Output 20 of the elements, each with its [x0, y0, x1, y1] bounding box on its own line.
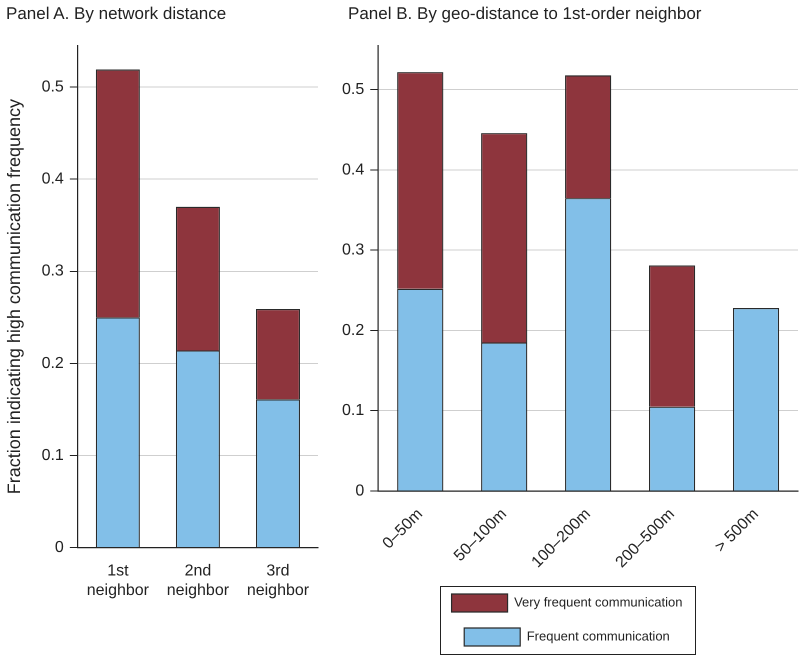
y-tick-label: 0 — [54, 539, 64, 556]
y-tick-label: 0.3 — [342, 242, 364, 259]
chart-title: Panel B. By geo-distance to 1st-order neighbor — [348, 4, 702, 24]
x-tick-label: 3rd neighbor — [246, 562, 310, 599]
x-tick-label: 2nd neighbor — [166, 562, 230, 599]
y-tick-label: 0.2 — [42, 354, 64, 372]
y-tick-label: 0.4 — [342, 161, 364, 178]
x-tick-label: 1st neighbor — [86, 562, 150, 599]
chart-title: Panel A. By network distance — [6, 4, 226, 24]
y-tick-label: 0.4 — [42, 170, 64, 188]
y-tick-label: 0.5 — [342, 81, 364, 98]
y-tick-label: 0.3 — [42, 262, 64, 280]
y-axis-title: Fraction indicating high communication frequency — [4, 98, 24, 494]
y-tick-label: 0.1 — [42, 446, 64, 464]
legend-label: Frequent communication — [526, 628, 670, 644]
legend-label: Very frequent communication — [514, 594, 682, 610]
y-tick-label: 0.2 — [342, 322, 364, 339]
y-tick-label: 0 — [355, 482, 364, 500]
y-tick-label: 0.5 — [42, 78, 64, 96]
y-tick-label: 0.1 — [342, 402, 364, 420]
